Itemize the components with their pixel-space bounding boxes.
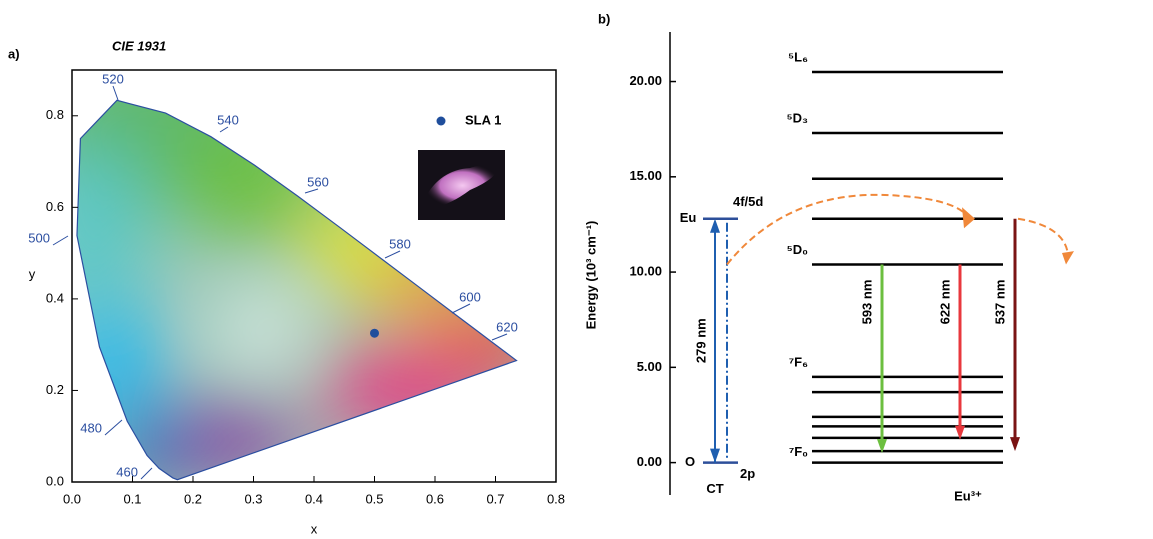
excitation-label: 279 nm (693, 318, 708, 363)
level-label: ⁷F₆ (789, 354, 808, 369)
gamut-tint (76, 140, 145, 320)
locus-tick (52, 235, 69, 246)
locus-label: 460 (116, 464, 138, 479)
locus-tick (140, 467, 153, 480)
gamut-tint (170, 120, 330, 240)
y-tick-label: 0.4 (46, 290, 64, 305)
y-axis-label: y (29, 266, 36, 281)
locus-label: 540 (217, 112, 239, 127)
y-tick-label: 15.00 (629, 168, 662, 183)
excitation-arrow-head (710, 218, 720, 233)
x-tick-label: 0.0 (63, 491, 81, 506)
energy-transfer-head (962, 207, 975, 229)
x-tick-label: 0.4 (305, 491, 323, 506)
gamut-tint (225, 300, 295, 360)
locus-label: 620 (496, 319, 518, 334)
emission-arrow-head (955, 425, 965, 440)
ct-label: O (685, 454, 695, 469)
locus-label: 520 (102, 71, 124, 86)
data-point (370, 328, 379, 338)
x-tick-label: 0.2 (184, 491, 202, 506)
ct-label: 4f/5d (733, 194, 763, 209)
x-tick-label: 0.1 (123, 491, 141, 506)
transition-label: 593 nm (859, 280, 874, 325)
emission-arrow-head (1010, 437, 1020, 452)
locus-label: 500 (28, 230, 50, 245)
x-tick-label: 0.7 (486, 491, 504, 506)
y-tick-label: 0.00 (637, 454, 662, 469)
y-tick-label: 0.0 (46, 473, 64, 488)
excitation-arrow-tail (710, 448, 720, 463)
energy-transfer (726, 193, 969, 266)
locus-tick (104, 419, 123, 436)
x-tick-label: 0.8 (547, 491, 565, 506)
ct-label: CT (706, 481, 723, 496)
y-tick-label: 10.00 (629, 264, 662, 279)
locus-tick (384, 250, 401, 259)
x-axis-label: Eu³⁺ (954, 488, 982, 503)
locus-tick (112, 85, 119, 101)
x-axis-label: x (311, 521, 318, 536)
y-tick-label: 0.6 (46, 199, 64, 214)
y-tick-label: 0.8 (46, 107, 64, 122)
energy-transfer (1017, 217, 1069, 256)
y-tick-label: 20.00 (629, 73, 662, 88)
transition-label: 537 nm (992, 280, 1007, 325)
locus-label: 560 (307, 174, 329, 189)
locus-tick (304, 188, 319, 194)
level-label: ⁵D₃ (786, 110, 808, 125)
ct-label: Eu (680, 210, 697, 225)
transition-label: 622 nm (937, 280, 952, 325)
level-label: ⁵D₀ (787, 242, 808, 257)
emission-arrow-head (877, 439, 887, 454)
chart-title: CIE 1931 (112, 38, 166, 53)
level-label: ⁵L₆ (788, 49, 808, 64)
x-tick-label: 0.3 (244, 491, 262, 506)
x-tick-label: 0.6 (426, 491, 444, 506)
inset-glow (425, 163, 500, 208)
locus-tick (451, 303, 471, 314)
level-label: ⁷F₀ (789, 444, 808, 459)
locus-label: 580 (389, 236, 411, 251)
x-tick-label: 0.5 (365, 491, 383, 506)
panel-label: b) (598, 11, 610, 26)
y-tick-label: 0.2 (46, 382, 64, 397)
locus-tick (491, 333, 508, 341)
legend-label: SLA 1 (465, 112, 501, 127)
ct-label: 2p (740, 466, 755, 481)
locus-tick (219, 126, 229, 133)
y-tick-label: 5.00 (637, 359, 662, 374)
locus-outline (76, 99, 518, 481)
legend-marker (436, 116, 446, 126)
locus-label: 600 (459, 289, 481, 304)
y-axis-label: Energy (10³ cm⁻¹) (583, 221, 598, 330)
energy-transfer-head (1062, 251, 1074, 265)
panel-label: a) (8, 46, 20, 61)
locus-label: 480 (80, 420, 102, 435)
